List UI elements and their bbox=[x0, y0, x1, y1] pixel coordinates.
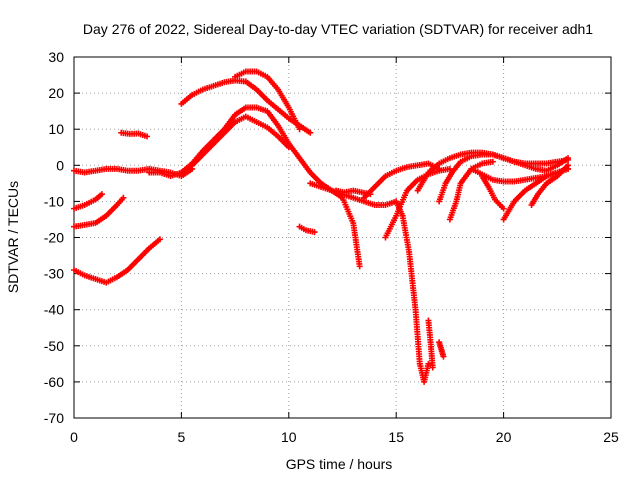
series-arc3 bbox=[71, 194, 127, 230]
data-point bbox=[120, 194, 127, 201]
data-point bbox=[429, 364, 436, 371]
data-point bbox=[446, 165, 453, 172]
y-tick-label: 10 bbox=[48, 121, 64, 137]
data-point bbox=[307, 129, 314, 136]
y-tick-label: -10 bbox=[44, 193, 64, 209]
series-arc5 bbox=[118, 129, 151, 140]
y-axis-label: SDTVAR / TECUs bbox=[5, 181, 21, 293]
data-point bbox=[489, 158, 496, 165]
series-arc19 bbox=[436, 151, 572, 205]
chart-title: Day 276 of 2022, Sidereal Day-to-day VTE… bbox=[83, 21, 593, 37]
data-point bbox=[144, 133, 151, 140]
y-tick-label: -20 bbox=[44, 230, 64, 246]
y-tick-label: -40 bbox=[44, 302, 64, 318]
series-arc11 bbox=[307, 180, 363, 270]
x-tick-label: 10 bbox=[281, 429, 297, 445]
series-arc4 bbox=[71, 236, 163, 286]
data-point bbox=[565, 155, 572, 162]
x-tick-label: 5 bbox=[178, 429, 186, 445]
y-tick-label: 20 bbox=[48, 85, 64, 101]
data-point bbox=[356, 263, 363, 270]
series-arc14 bbox=[360, 160, 443, 201]
x-tick-label: 25 bbox=[603, 429, 619, 445]
series-arc15 bbox=[393, 198, 432, 385]
data-point bbox=[311, 229, 318, 236]
series-arc12 bbox=[333, 187, 374, 198]
x-tick-label: 15 bbox=[388, 429, 404, 445]
data-point bbox=[440, 353, 447, 360]
x-tick-label: 20 bbox=[496, 429, 512, 445]
y-tick-label: -60 bbox=[44, 374, 64, 390]
series-arc2 bbox=[71, 191, 105, 212]
series-arc24 bbox=[528, 162, 572, 209]
x-tick-label: 0 bbox=[70, 429, 78, 445]
x-axis-label: GPS time / hours bbox=[286, 456, 393, 472]
series-arc23 bbox=[500, 165, 572, 223]
series-arc10 bbox=[296, 223, 318, 236]
series-arc17 bbox=[436, 339, 447, 360]
data-point bbox=[425, 360, 432, 367]
grid-lines bbox=[74, 57, 611, 418]
data-point bbox=[98, 191, 105, 198]
y-tick-label: -30 bbox=[44, 266, 64, 282]
y-tick-label: -50 bbox=[44, 338, 64, 354]
data-point bbox=[436, 165, 443, 172]
series-arc16 bbox=[425, 317, 436, 371]
series-arc22 bbox=[479, 173, 507, 212]
y-tick-label: -70 bbox=[44, 410, 64, 426]
series-arc9 bbox=[232, 68, 303, 133]
data-point bbox=[565, 162, 572, 169]
data-point bbox=[296, 126, 303, 133]
data-point bbox=[156, 236, 163, 243]
axis-ticks: 0 5 10 15 20 25 -70 -60 -50 -40 -30 -20 -10 0 10 20 30 bbox=[44, 49, 619, 445]
data-point bbox=[500, 205, 507, 212]
y-tick-label: 0 bbox=[56, 157, 64, 173]
y-tick-label: 30 bbox=[48, 49, 64, 65]
data-series bbox=[71, 68, 572, 385]
